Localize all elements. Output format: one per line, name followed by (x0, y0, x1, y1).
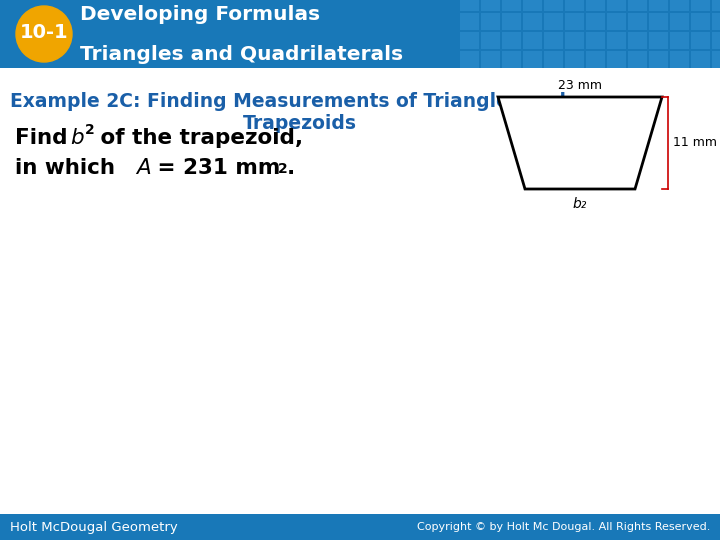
Text: Copyright © by Holt Mc Dougal. All Rights Reserved.: Copyright © by Holt Mc Dougal. All Right… (417, 522, 710, 532)
Bar (586, 0, 605, 11)
Text: 2: 2 (278, 162, 288, 176)
Bar (565, 32, 584, 49)
Bar (586, 13, 605, 30)
Bar (691, 51, 710, 68)
Bar (649, 0, 668, 11)
Bar (607, 0, 626, 11)
Bar (670, 32, 689, 49)
Bar (523, 13, 542, 30)
Bar (691, 32, 710, 49)
Circle shape (16, 6, 72, 62)
Text: b₂: b₂ (573, 197, 588, 211)
Bar (649, 51, 668, 68)
Bar (628, 13, 647, 30)
Bar (460, 0, 479, 11)
Bar (712, 51, 720, 68)
Bar (670, 0, 689, 11)
Bar (649, 32, 668, 49)
Bar (691, 13, 710, 30)
Bar (712, 32, 720, 49)
Bar (502, 0, 521, 11)
Bar (460, 51, 479, 68)
Bar (712, 0, 720, 11)
Bar (481, 13, 500, 30)
Bar (544, 32, 563, 49)
Bar (460, 13, 479, 30)
Bar (565, 51, 584, 68)
Bar (607, 51, 626, 68)
Text: = 231 mm: = 231 mm (150, 158, 280, 178)
Bar (565, 13, 584, 30)
Bar (628, 51, 647, 68)
Bar (670, 13, 689, 30)
Text: $\mathbf{\it{b}}$: $\mathbf{\it{b}}$ (70, 128, 85, 148)
Bar (691, 0, 710, 11)
Bar (544, 0, 563, 11)
Bar (628, 32, 647, 49)
Bar (0, 514, 720, 540)
Bar (586, 32, 605, 49)
Text: in which: in which (15, 158, 122, 178)
Bar (628, 0, 647, 11)
Bar (523, 32, 542, 49)
Text: Trapezoids: Trapezoids (243, 114, 357, 133)
Bar (0, 0, 720, 68)
Bar (544, 51, 563, 68)
Bar (565, 0, 584, 11)
Bar (544, 13, 563, 30)
Bar (523, 51, 542, 68)
Bar (502, 32, 521, 49)
Text: Holt McDougal Geometry: Holt McDougal Geometry (10, 521, 178, 534)
Bar (481, 51, 500, 68)
Text: Triangles and Quadrilaterals: Triangles and Quadrilaterals (80, 44, 403, 64)
Text: 23 mm: 23 mm (558, 79, 602, 92)
Bar (607, 13, 626, 30)
Bar (481, 0, 500, 11)
Polygon shape (498, 97, 662, 189)
Bar (586, 51, 605, 68)
Bar (502, 51, 521, 68)
Text: 2: 2 (85, 123, 95, 137)
Bar (502, 13, 521, 30)
Text: $\mathbf{\it{A}}$: $\mathbf{\it{A}}$ (135, 158, 151, 178)
Bar (481, 32, 500, 49)
Text: .: . (287, 158, 295, 178)
Text: Find: Find (15, 128, 75, 148)
Bar (649, 13, 668, 30)
Bar (712, 13, 720, 30)
Bar (607, 32, 626, 49)
Text: 11 mm: 11 mm (673, 137, 717, 150)
Text: Example 2C: Finding Measurements of Triangles and: Example 2C: Finding Measurements of Tria… (10, 92, 566, 111)
Bar (460, 32, 479, 49)
Text: Developing Formulas: Developing Formulas (80, 4, 320, 24)
Text: of the trapezoid,: of the trapezoid, (93, 128, 303, 148)
Bar (670, 51, 689, 68)
Bar (523, 0, 542, 11)
Text: 10-1: 10-1 (19, 24, 68, 43)
